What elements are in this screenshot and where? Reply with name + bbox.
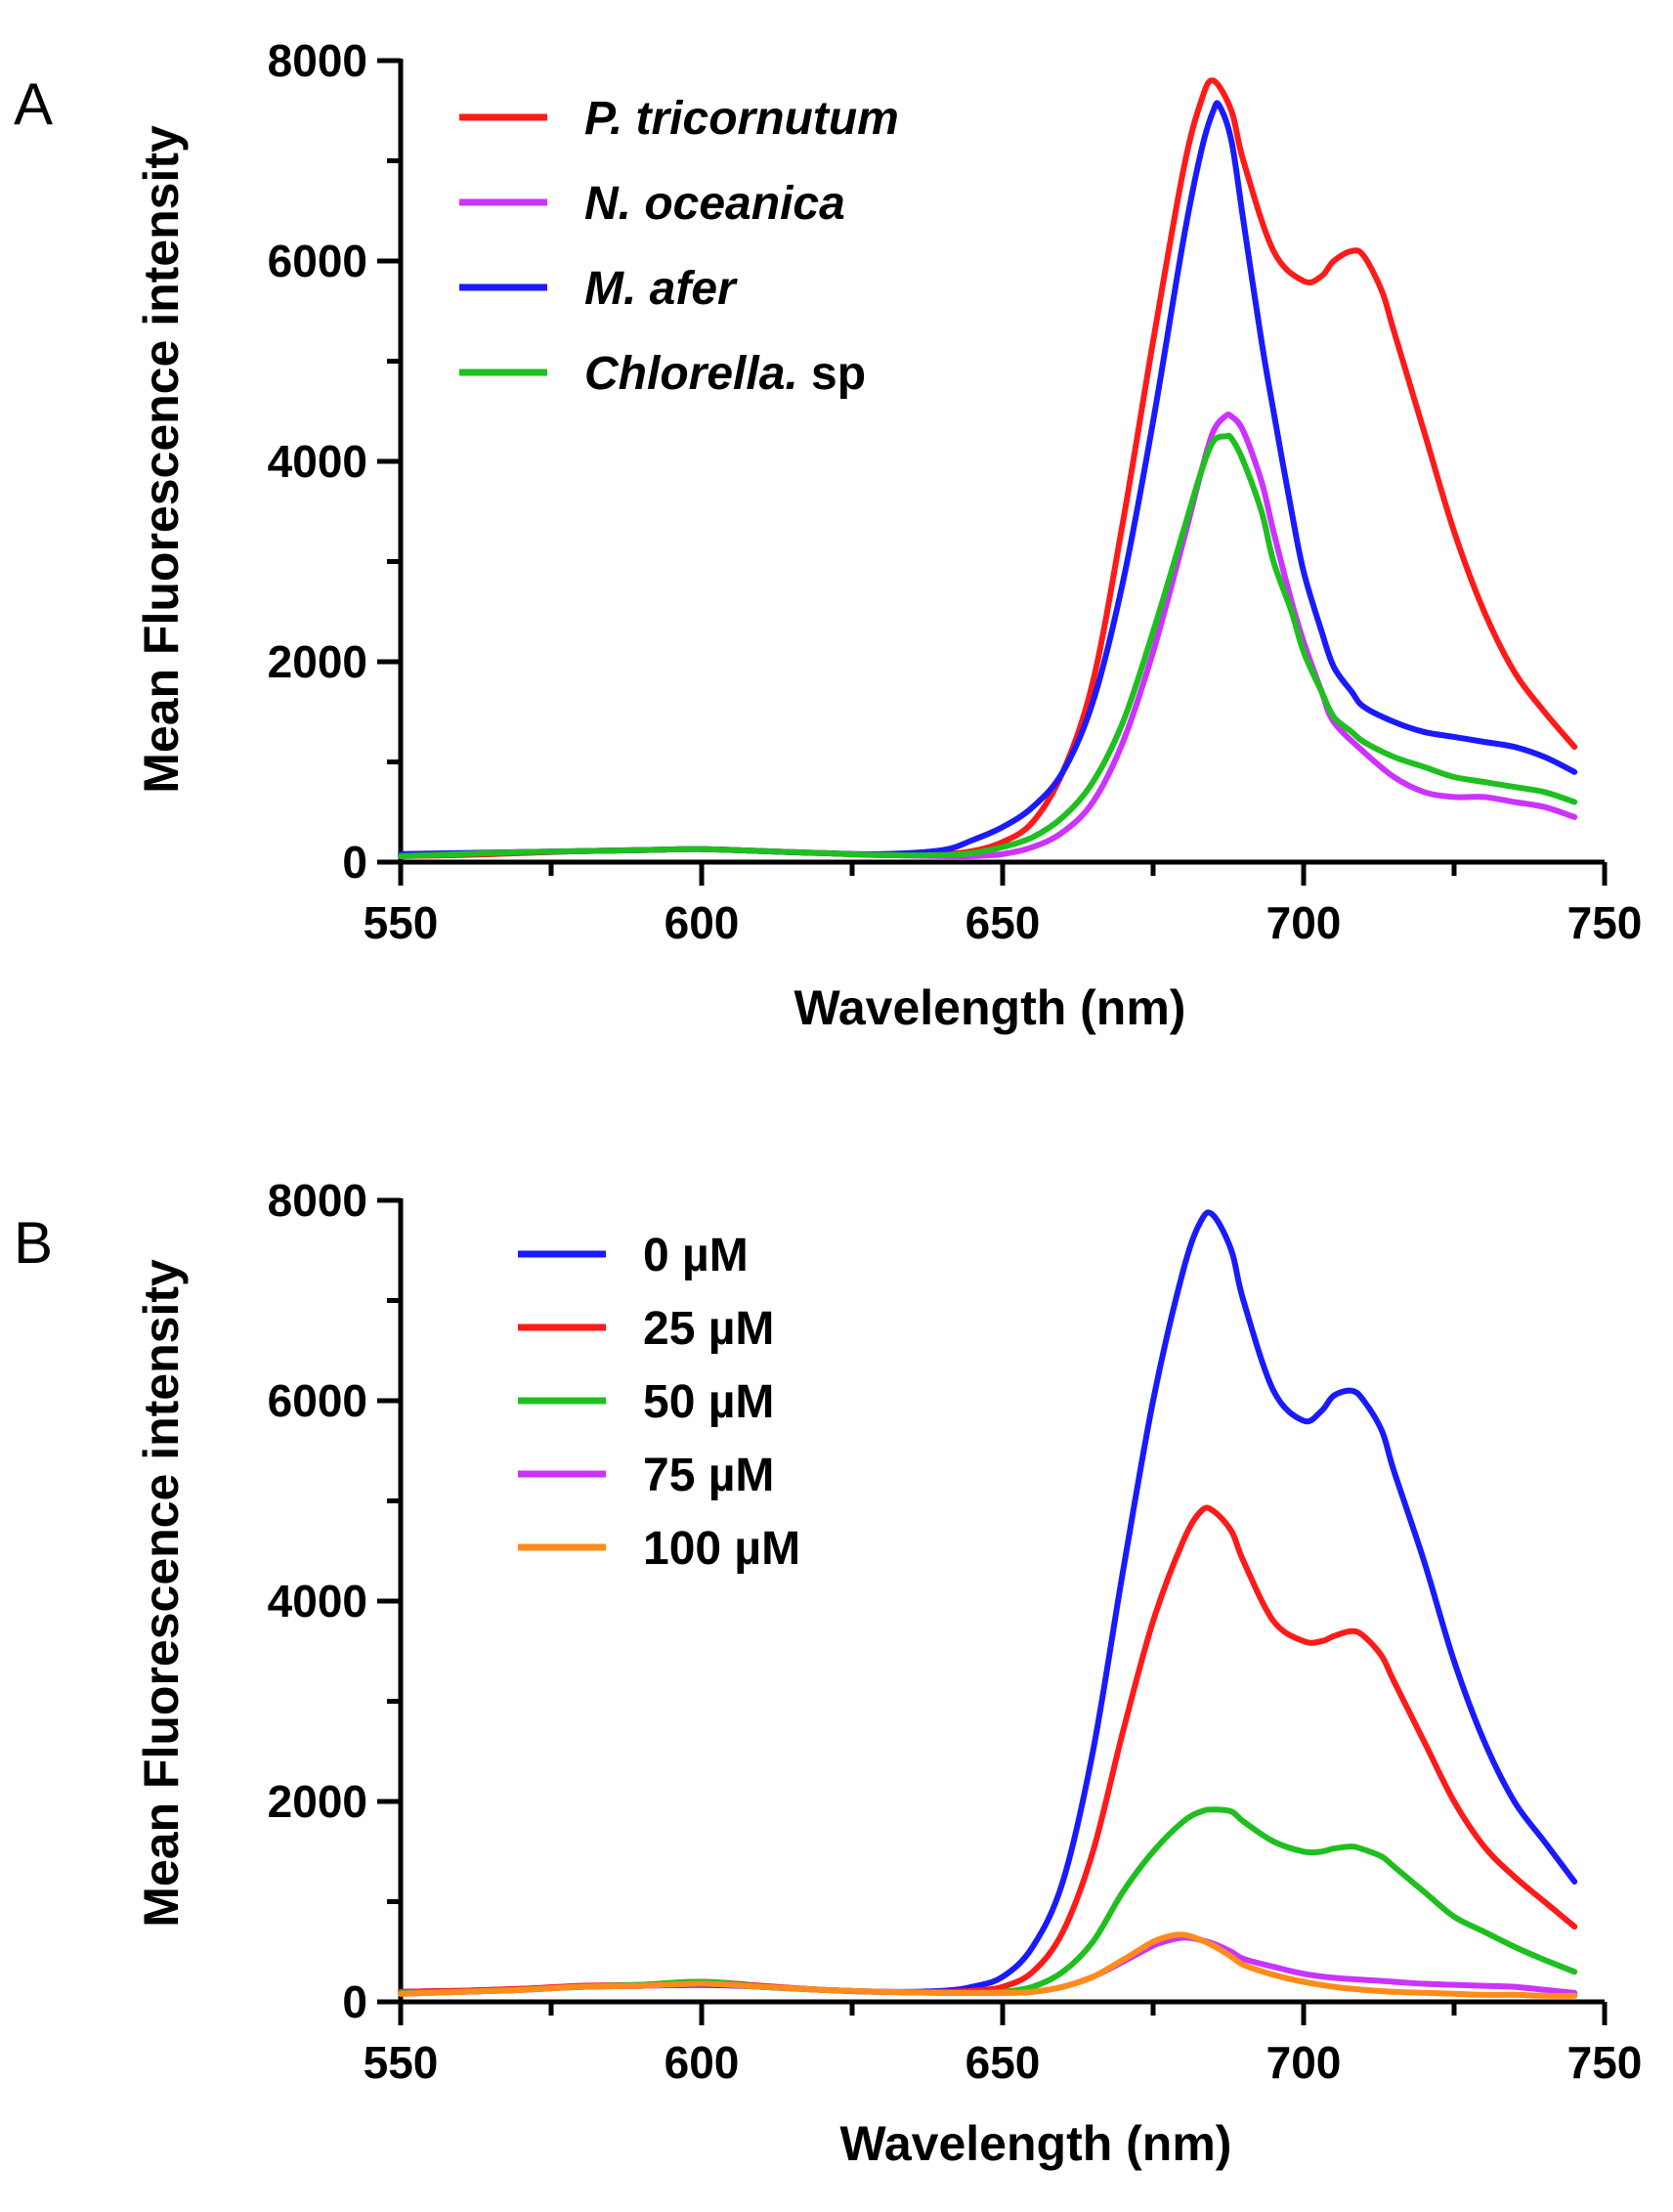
y-axis-title-group: Mean Fluorescence intensity	[134, 1259, 189, 1928]
legend-label: 100 µM	[643, 1523, 800, 1575]
series-line-1	[398, 1504, 1578, 1995]
x-tick-label: 550	[364, 2037, 439, 2088]
legend-label: P. tricornutum	[584, 93, 899, 145]
legend: P. tricornutum N. oceanica M. afer Chlorell…	[459, 93, 899, 400]
x-tick-label: 550	[364, 897, 439, 948]
x-tick-label: 650	[965, 897, 1041, 948]
legend-label-text: 75 µM	[643, 1450, 774, 1501]
series-line-0	[398, 77, 1578, 859]
x-tick-label: 700	[1266, 2037, 1342, 2088]
x-tick-label: 750	[1567, 2037, 1643, 2088]
legend: 0 µM 25 µM 50 µM 75 µM 100 µM	[518, 1230, 800, 1575]
legend-label-italic: P. tricornutum	[584, 93, 899, 145]
series-lines	[398, 1209, 1578, 1999]
x-tick-label: 750	[1567, 897, 1643, 948]
legend-label-italic: M. afer	[584, 263, 738, 315]
legend-label-text: sp	[798, 348, 866, 400]
series-line-2	[398, 1806, 1578, 1996]
y-tick-label: 0	[342, 1976, 367, 2027]
legend-label-text: 100 µM	[643, 1523, 800, 1575]
axes: 0 2000 4000 6000 8000 550 600 650 700 750	[268, 1175, 1643, 2088]
y-tick-label: 4000	[268, 436, 367, 487]
series-line-1	[398, 412, 1578, 860]
y-tick-label: 2000	[268, 1776, 367, 1827]
legend-label-text: 25 µM	[643, 1303, 774, 1355]
panel-letter: A	[14, 71, 53, 137]
legend-label: 75 µM	[643, 1450, 774, 1501]
series-line-3	[398, 432, 1578, 859]
x-axis-title: Wavelength (nm)	[840, 2116, 1232, 2171]
legend-label: M. afer	[584, 263, 738, 315]
y-tick-label: 4000	[268, 1576, 367, 1626]
panel-letter: B	[14, 1210, 53, 1276]
legend-label-text: 50 µM	[643, 1376, 774, 1428]
y-axis-title: Mean Fluorescence intensity	[134, 1259, 189, 1928]
axes: 0 2000 4000 6000 8000 550 600 650 700 750	[268, 35, 1643, 948]
series-line-4	[398, 1931, 1578, 1999]
y-tick-label: 8000	[268, 1175, 367, 1226]
y-axis-title-group: Mean Fluorescence intensity	[134, 125, 189, 794]
series-line-2	[398, 100, 1578, 857]
chart-panel-b: B Mean Fluorescence intensity Wavelength…	[14, 1175, 1642, 2171]
x-axis-title: Wavelength (nm)	[794, 980, 1186, 1035]
legend-label: 0 µM	[643, 1230, 749, 1281]
y-axis-title: Mean Fluorescence intensity	[134, 125, 189, 794]
chart-panel-a: A Mean Fluorescence intensity Wavelength…	[14, 35, 1642, 1035]
x-tick-label: 700	[1266, 897, 1342, 948]
legend-label: N. oceanica	[584, 178, 845, 230]
legend-label-italic: Chlorella.	[584, 348, 798, 400]
x-tick-label: 650	[965, 2037, 1041, 2088]
x-tick-label: 600	[665, 897, 740, 948]
legend-label: Chlorella. sp	[584, 348, 866, 400]
legend-label: 25 µM	[643, 1303, 774, 1355]
y-tick-label: 6000	[268, 236, 367, 286]
legend-label-italic: N. oceanica	[584, 178, 845, 230]
series-lines	[398, 77, 1578, 860]
y-tick-label: 6000	[268, 1375, 367, 1426]
legend-label-text: 0 µM	[643, 1230, 749, 1281]
y-tick-label: 8000	[268, 35, 367, 86]
legend-label: 50 µM	[643, 1376, 774, 1428]
x-tick-label: 600	[665, 2037, 740, 2088]
y-tick-label: 2000	[268, 636, 367, 687]
y-tick-label: 0	[342, 837, 367, 888]
